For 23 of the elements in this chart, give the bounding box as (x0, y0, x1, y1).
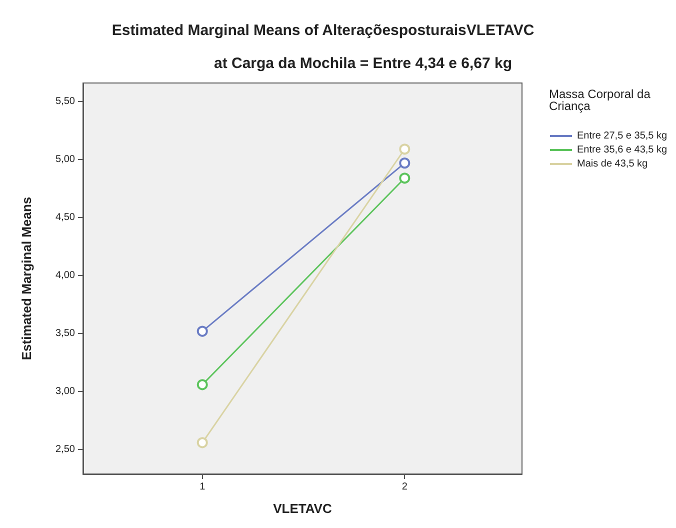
point (196, 437, 208, 448)
y-tick-label: 4,00 (56, 270, 76, 282)
y-axis-title: Estimated Marginal Means (19, 196, 34, 360)
legend-title: Massa Corporal da Criança (549, 87, 651, 113)
chart-title: Estimated Marginal Means of AlteraçõesposturaisVLETAVC (112, 22, 534, 39)
y-tick-label: 5,50 (56, 96, 76, 108)
chart-subtitle: at Carga da Mochila = Entre 4,34 e 6,67 kg (214, 55, 512, 72)
y-tick-label: 5,00 (56, 154, 76, 166)
legend-label: Entre 35,6 e 43,5 kg (577, 144, 668, 156)
legend-label: Mais de 43,5 kg (577, 158, 648, 170)
y-tick-label: 2,50 (56, 444, 76, 456)
x-axis-title: VLETAVC (273, 501, 332, 516)
x-tick-label: 2 (402, 482, 408, 492)
point (196, 379, 208, 390)
point (399, 144, 410, 155)
point (399, 172, 410, 184)
legend-label: Entre 27,5 e 35,5 kg (577, 130, 668, 142)
y-tick-label: 4,50 (56, 212, 76, 224)
point (196, 326, 208, 337)
y-tick-label: 3,50 (56, 328, 76, 340)
x-tick-label: 1 (200, 482, 206, 492)
point (399, 158, 410, 169)
y-tick-label: 3,00 (56, 386, 76, 398)
